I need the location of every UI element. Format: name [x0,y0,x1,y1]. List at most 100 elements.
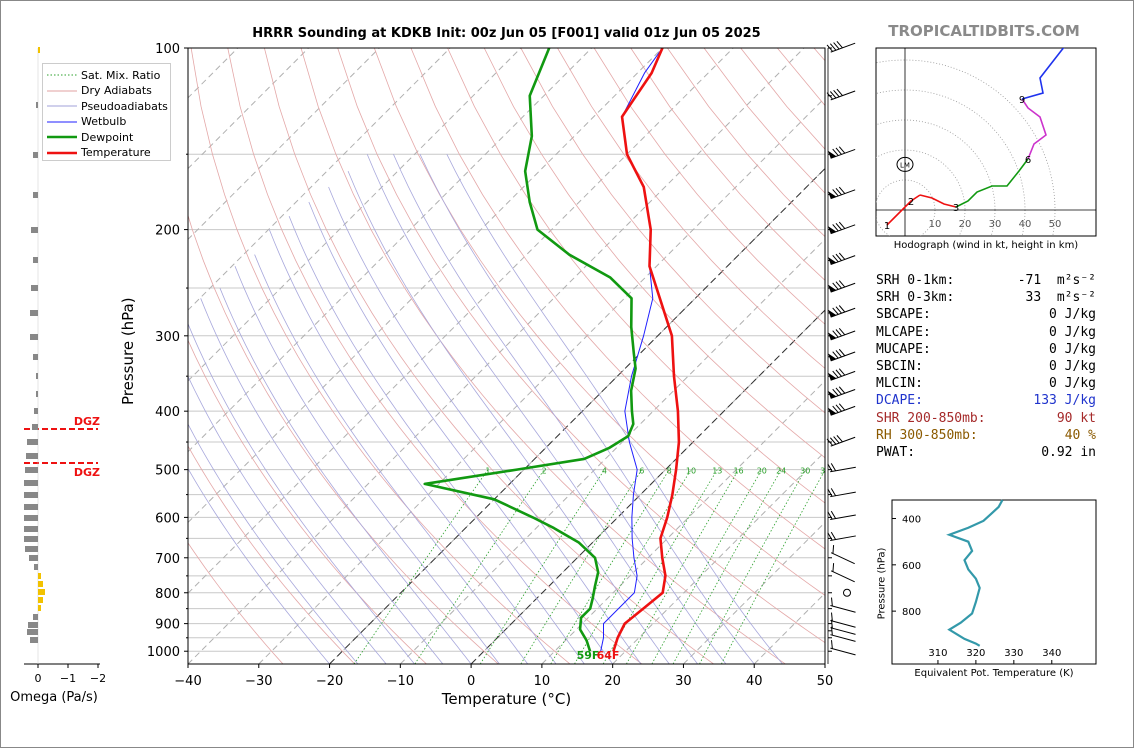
barb-staff [830,466,856,473]
hodo-ring-label: 50 [1049,219,1062,230]
y-tick-label: 800 [155,587,180,602]
barb-pennant [827,372,837,381]
mixing-ratio-line [672,469,782,664]
barb-staff [830,620,856,628]
barb-flag [830,488,837,496]
moist-adiabat [268,229,557,664]
wind-barb [827,186,856,200]
barb-staff [830,370,856,381]
wind-barb [827,146,856,159]
wind-barb [830,626,856,642]
index-row: DCAPE: 133 J/kg [876,392,1096,409]
index-label: SBCIN: [876,359,923,375]
barb-staff [830,90,856,101]
omega-bar [29,555,38,561]
eqpt-line [946,499,1004,647]
wind-barb [830,544,855,565]
x-tick-label: 30 [675,674,692,689]
wind-barb [827,488,856,498]
indices-panel: SRH 0-1km: -71 m²s⁻² SRH 0-3km: 33 m²s⁻² SBC… [876,272,1096,461]
hodo-ring-label: 30 [989,219,1002,230]
moist-adiabat [446,154,783,664]
index-label: PWAT: [876,445,916,461]
barb-staff [830,255,856,266]
barb-flag [835,404,842,412]
barb-flag [835,350,842,358]
hodo-segment [1021,98,1047,160]
barb-flag [832,330,839,338]
barb-staff [830,514,856,520]
y-tick-label: 300 [155,330,180,345]
index-row: PWAT: 0.92 in [876,444,1096,461]
legend-item: Dry Adiabats [47,84,152,98]
index-row: SRH 0-3km: 33 m²s⁻² [876,289,1096,306]
omega-bar [34,408,38,414]
isotherm-zero [470,309,825,664]
isotherm [188,48,380,241]
wind-barb [843,588,851,597]
wind-barb [830,563,855,583]
y-tick-label: 900 [155,618,180,633]
legend-label: Dewpoint [81,130,134,144]
y-tick-label: 100 [155,42,180,57]
barb-staff [830,330,856,341]
x-tick-label: −20 [316,674,343,689]
barb-flag [835,222,842,231]
barb-pennant [827,150,837,159]
index-value: 0 J/kg [1049,307,1096,323]
dry-adiabat [188,339,427,664]
index-value: 0 J/kg [1049,376,1096,392]
omega-bar [36,102,38,108]
mixing-ratio-label: 10 [686,466,696,475]
mixing-ratio-line [626,469,739,664]
hodo-height-label: 1 [884,221,890,232]
wind-barb [827,327,856,341]
barb-flag [831,612,833,622]
index-row: MUCAPE: 0 J/kg [876,341,1096,358]
eqpt-y-tick-label: 600 [902,561,921,572]
barb-pennant [827,257,837,265]
barb-flag [838,327,846,336]
hodo-height-label: 3 [953,203,959,214]
barb-flag [832,224,839,232]
barb-staff [830,627,856,635]
dry-adiabat [483,48,825,459]
isotherm [188,48,663,524]
barb-staff [830,535,856,541]
barb-flag [831,619,833,629]
barb-flag [832,370,839,378]
mixing-ratio-label: 6 [639,466,644,475]
x-tick-label: −10 [387,674,414,689]
barb-flag [832,544,835,554]
x-tick-label: 40 [746,674,763,689]
barb-flag [836,88,843,96]
barb-flag [832,282,839,290]
dgz-bottom-label: DGZ [74,466,100,479]
legend-item: Wetbulb [47,115,126,129]
brand-watermark: TROPICALTIDBITS.COM [888,22,1080,40]
legend-item: Temperature [47,146,151,160]
barb-staff [830,436,856,447]
wind-barb [827,252,856,266]
isotherm [188,48,522,382]
moist-adiabat [254,254,529,664]
omega-axis-label: Omega (Pa/s) [10,690,98,705]
barb-pennant [827,390,837,399]
barb-flag [838,403,846,411]
moist-adiabat [308,201,613,664]
barb-flag [838,368,846,376]
index-value: 33 m²s⁻² [1025,290,1096,306]
moist-adiabat [188,467,330,664]
x-tick-label: −30 [245,674,272,689]
omega-bar [24,526,38,532]
barb-flag [829,43,837,51]
omega-tick-label: −2 [90,672,106,685]
wind-barb [830,597,856,613]
legend-label: Temperature [81,146,151,159]
index-row: MLCAPE: 0 J/kg [876,324,1096,341]
dry-adiabat [227,48,643,664]
barb-flag [838,186,846,194]
wind-barb [830,619,856,635]
hodo-height-label: 9 [1019,95,1025,106]
y-tick-label: 200 [155,224,180,239]
